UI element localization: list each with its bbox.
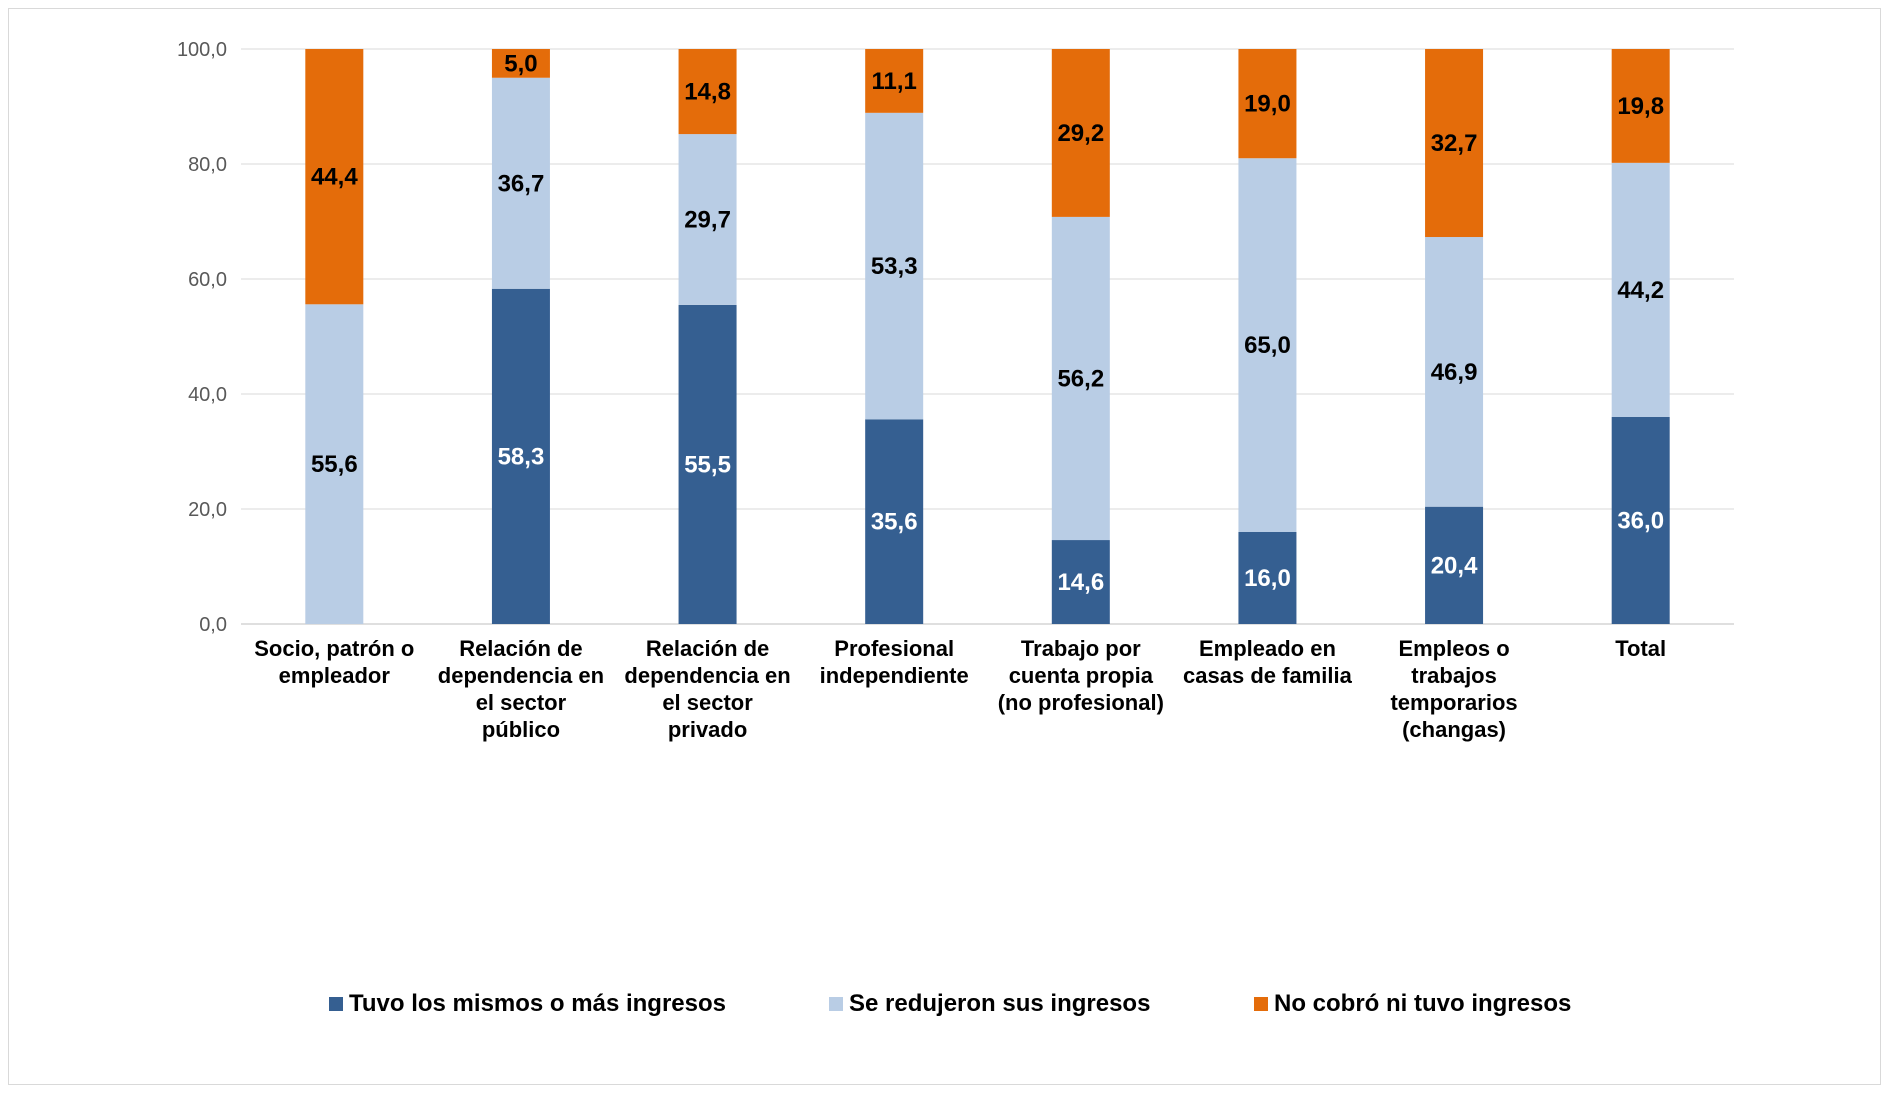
legend-swatch-0 bbox=[329, 997, 343, 1011]
x-tick-label-line: Trabajo por bbox=[1021, 636, 1141, 661]
x-tick-label: Relación de dependencia en el sector privad… bbox=[624, 636, 790, 742]
data-label: 16,0 bbox=[1244, 565, 1291, 592]
x-tick-label: Relación de dependencia en el sector públic… bbox=[438, 636, 604, 742]
y-tick-label: 60,0 bbox=[188, 269, 227, 291]
data-label: 55,6 bbox=[311, 451, 358, 478]
bar-segment-2-2 bbox=[678, 49, 737, 135]
data-label: 19,8 bbox=[1617, 93, 1664, 120]
x-tick-label-line: dependencia en bbox=[438, 663, 604, 688]
data-label: 14,6 bbox=[1057, 569, 1104, 596]
bar-segment-0-7 bbox=[1611, 417, 1670, 624]
data-label: 36,7 bbox=[498, 170, 545, 197]
x-tick-label-line: temporarios bbox=[1390, 690, 1517, 715]
x-tick-label-line: público bbox=[482, 717, 560, 742]
bar-segment-1-6 bbox=[1425, 237, 1484, 507]
data-label: 44,4 bbox=[311, 164, 358, 191]
x-tick-label-line: empleador bbox=[279, 663, 391, 688]
data-label: 29,2 bbox=[1057, 120, 1104, 147]
legend-swatch-1 bbox=[829, 997, 843, 1011]
x-tick-label-line: cuenta propia bbox=[1009, 663, 1154, 688]
x-tick-label-line: el sector bbox=[662, 690, 753, 715]
data-label: 55,5 bbox=[684, 451, 731, 478]
data-label: 58,3 bbox=[498, 443, 545, 470]
data-label: 35,6 bbox=[871, 509, 918, 536]
legend-label: Se redujeron sus ingresos bbox=[849, 990, 1150, 1017]
legend-swatch-2 bbox=[1254, 997, 1268, 1011]
x-tick-label-line: Empleado en bbox=[1199, 636, 1336, 661]
y-tick-label: 100,0 bbox=[177, 39, 227, 61]
x-tick-label-line: Empleos o bbox=[1398, 636, 1509, 661]
bar-segment-0-4 bbox=[1051, 540, 1110, 624]
x-tick-label-line: privado bbox=[668, 717, 747, 742]
bar-segment-1-4 bbox=[1051, 216, 1110, 541]
data-label: 56,2 bbox=[1057, 365, 1104, 392]
x-tick-label-line: (no profesional) bbox=[998, 690, 1164, 715]
bar-segment-2-1 bbox=[491, 49, 550, 78]
x-tick-label: Trabajo por cuenta propia (no profesional) bbox=[998, 636, 1164, 715]
bar-segment-0-3 bbox=[865, 419, 924, 624]
y-tick-label: 20,0 bbox=[188, 499, 227, 521]
legend-label: No cobró ni tuvo ingresos bbox=[1274, 990, 1571, 1017]
x-tick-label-line: (changas) bbox=[1402, 717, 1506, 742]
data-label: 14,8 bbox=[684, 79, 731, 106]
x-tick-label-line: Relación de bbox=[459, 636, 582, 661]
x-tick-label: Total bbox=[1615, 636, 1666, 661]
bar-segment-1-0 bbox=[305, 304, 364, 624]
data-label: 44,2 bbox=[1617, 277, 1664, 304]
legend-label: Tuvo los mismos o más ingresos bbox=[349, 990, 726, 1017]
bar-segment-2-3 bbox=[865, 49, 924, 113]
data-label: 32,7 bbox=[1431, 130, 1478, 157]
bar-segment-1-3 bbox=[865, 112, 924, 420]
data-label: 46,9 bbox=[1431, 359, 1478, 386]
data-label: 53,3 bbox=[871, 253, 918, 280]
x-tick-label-line: Relación de bbox=[646, 636, 769, 661]
data-label: 29,7 bbox=[684, 206, 731, 233]
x-tick-label-line: Socio, patrón o bbox=[254, 636, 414, 661]
x-tick-label-line: independiente bbox=[820, 663, 969, 688]
stacked-bar-chart: 0,0 20,0 40,0 60,0 80,0 100,0 55,6 44,4 Socio, p… bbox=[177, 39, 1734, 1017]
x-tick-label-line: trabajos bbox=[1411, 663, 1497, 688]
x-tick-label: Empleado en casas de familia bbox=[1183, 636, 1353, 688]
y-tick-label: 40,0 bbox=[188, 384, 227, 406]
x-tick-label-line: casas de familia bbox=[1183, 663, 1353, 688]
data-label: 65,0 bbox=[1244, 332, 1291, 359]
data-label: 36,0 bbox=[1617, 508, 1664, 535]
data-label: 5,0 bbox=[504, 50, 537, 77]
x-tick-label-line: Total bbox=[1615, 636, 1666, 661]
bar-segment-1-2 bbox=[678, 134, 737, 305]
y-tick-label: 80,0 bbox=[188, 154, 227, 176]
data-label: 20,4 bbox=[1431, 552, 1478, 579]
chart-frame: 0,0 20,0 40,0 60,0 80,0 100,0 55,6 44,4 Socio, p… bbox=[8, 8, 1881, 1085]
bar-segment-2-5 bbox=[1238, 49, 1297, 159]
x-tick-label-line: Profesional bbox=[834, 636, 954, 661]
bar-segment-1-7 bbox=[1611, 162, 1670, 417]
bar-segment-1-5 bbox=[1238, 158, 1297, 532]
x-tick-label-line: dependencia en bbox=[624, 663, 790, 688]
y-tick-label: 0,0 bbox=[199, 614, 227, 636]
bar-segment-0-2 bbox=[678, 304, 737, 624]
bar-segment-0-5 bbox=[1238, 532, 1297, 624]
data-label: 11,1 bbox=[871, 68, 916, 95]
bar-segment-2-6 bbox=[1425, 49, 1484, 238]
x-tick-label: Profesional independiente bbox=[820, 636, 969, 688]
x-tick-label: Empleos o trabajos temporarios (changas) bbox=[1390, 636, 1517, 742]
x-tick-label: Socio, patrón o empleador bbox=[254, 636, 414, 688]
bar-segment-2-0 bbox=[305, 49, 364, 305]
bar-segment-2-7 bbox=[1611, 49, 1670, 163]
bar-segment-1-1 bbox=[491, 77, 550, 289]
bar-segment-0-6 bbox=[1425, 506, 1484, 624]
bar-segment-0-1 bbox=[491, 288, 550, 624]
bar-segment-2-4 bbox=[1051, 49, 1110, 217]
data-label: 19,0 bbox=[1244, 91, 1291, 118]
x-tick-label-line: el sector bbox=[476, 690, 567, 715]
